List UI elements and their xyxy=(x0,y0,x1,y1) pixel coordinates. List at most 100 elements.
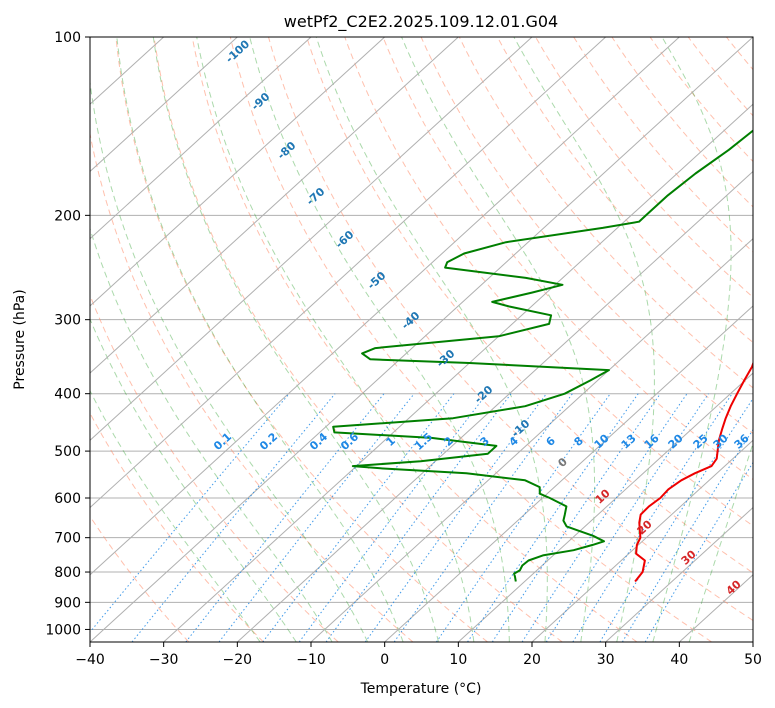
moist-adiabat xyxy=(90,227,333,642)
dry-adiabat xyxy=(153,37,563,642)
moist-adiabat xyxy=(152,37,439,642)
isotherms xyxy=(90,37,753,642)
mixing-ratio-line xyxy=(491,393,661,642)
isotherm-line xyxy=(90,37,753,642)
mixing-ratio-line xyxy=(644,461,753,642)
isotherm-line xyxy=(90,37,680,576)
y-tick-label: 1000 xyxy=(45,622,81,638)
moist-adiabat xyxy=(513,37,655,642)
x-tick-label: 0 xyxy=(380,652,389,668)
y-tick-label: 100 xyxy=(54,30,81,46)
mixing-ratio-line xyxy=(298,393,488,642)
moist-adiabat xyxy=(688,441,753,642)
mixing-ratio-label: 36 xyxy=(732,431,752,451)
isotherm-line xyxy=(310,237,753,642)
dry-adiabat xyxy=(90,412,264,642)
chart-title: wetPf2_C2E2.2025.109.12.01.G04 xyxy=(284,12,558,32)
isotherm-line xyxy=(457,372,753,642)
x-tick-label: 10 xyxy=(449,652,467,668)
plot-frame xyxy=(89,36,754,643)
y-tick-label: 400 xyxy=(54,387,81,403)
x-tick-label: 40 xyxy=(670,652,688,668)
mixing-ratio-label: 6 xyxy=(543,434,558,449)
dry-adiabat xyxy=(90,515,190,642)
mixing-ratio-label: 30 xyxy=(711,431,731,451)
mixing-ratio-line xyxy=(131,393,336,642)
x-axis-title: Temperature (°C) xyxy=(360,681,482,697)
x-tick-label: 50 xyxy=(744,652,762,668)
moist-adiabat xyxy=(90,317,297,642)
pressure-gridlines xyxy=(90,37,753,630)
dry-adiabat xyxy=(496,37,753,344)
moist-adiabat xyxy=(196,37,475,642)
moist-adiabat xyxy=(652,37,732,642)
moist-adiabat xyxy=(315,37,548,642)
isotherm-line xyxy=(531,439,753,642)
moist-adiabat xyxy=(249,37,510,642)
isotherm-line xyxy=(90,37,459,374)
x-axis-ticks: −40 −30 −20 −10 0 10 20 30 40 50 xyxy=(75,642,762,668)
mixing-ratio-line xyxy=(572,393,733,642)
dry-adiabat xyxy=(687,37,753,117)
y-axis-title: Pressure (hPa) xyxy=(12,289,28,389)
mixing-ratio-label: 1.5 xyxy=(412,430,435,453)
mixing-ratio-label: 8 xyxy=(571,434,585,449)
y-tick-label: 700 xyxy=(54,531,81,547)
isotherm-label: -20 xyxy=(472,383,496,406)
isotherm-line xyxy=(90,37,238,173)
mixing-ratio-line xyxy=(185,393,385,642)
isotherm-line xyxy=(90,37,312,240)
moist-adiabat xyxy=(90,78,369,642)
y-axis-ticks: 100 200 300 400 500 600 700 800 900 1000 xyxy=(45,30,90,638)
isotherm-label: -100 xyxy=(223,37,252,65)
y-tick-label: 800 xyxy=(54,565,81,581)
y-tick-label: 900 xyxy=(54,595,81,611)
isotherm-line xyxy=(605,506,753,642)
mixing-ratio-line xyxy=(364,393,547,642)
dry-adiabat xyxy=(765,37,775,642)
mixing-ratio-label: 10 xyxy=(592,431,612,451)
dry-adiabat xyxy=(726,37,753,71)
dry-adiabat xyxy=(306,37,753,574)
isotherm-label: -50 xyxy=(365,269,389,292)
mixing-ratio-label: 3 xyxy=(477,434,491,449)
isotherm-label: -40 xyxy=(399,309,423,332)
dewpoint-trace xyxy=(332,129,753,582)
mixing-ratio-line xyxy=(621,428,753,642)
dry-adiabat-label: 20 xyxy=(635,517,655,537)
mixing-ratio-label: 0.4 xyxy=(307,430,330,453)
dry-adiabat xyxy=(535,37,753,298)
dry-adiabat xyxy=(90,131,414,642)
isotherm-line xyxy=(752,641,753,642)
dry-adiabat-label: 30 xyxy=(679,547,699,567)
isotherm-label: -90 xyxy=(249,90,273,113)
dry-adiabat xyxy=(382,37,753,481)
x-tick-label: −30 xyxy=(149,652,179,668)
dry-adiabat xyxy=(115,37,488,642)
mixing-ratio-line xyxy=(218,393,415,642)
temperature-trace xyxy=(634,360,753,583)
mixing-ratio-line xyxy=(90,393,290,633)
mixing-ratio-line xyxy=(467,393,639,642)
mixing-ratio-label: 0.2 xyxy=(257,430,280,453)
x-tick-label: −10 xyxy=(296,652,326,668)
dry-adiabat xyxy=(268,37,753,622)
y-tick-label: 200 xyxy=(54,208,81,224)
mixing-ratio-label: 20 xyxy=(666,431,686,451)
isotherm-line xyxy=(90,37,607,509)
y-tick-label: 600 xyxy=(54,491,81,507)
x-tick-label: −20 xyxy=(223,652,253,668)
isotherm-line xyxy=(163,103,753,642)
x-tick-label: 20 xyxy=(523,652,541,668)
isotherm-label: -80 xyxy=(275,139,299,162)
isotherm-line xyxy=(90,37,533,442)
isotherm-line xyxy=(384,305,753,642)
mixing-ratio-label: 25 xyxy=(691,432,711,452)
mixing-ratio-line xyxy=(325,393,512,642)
mixing-ratio-line xyxy=(393,393,573,642)
dry-adiabat xyxy=(573,37,753,253)
isotherm-label: -30 xyxy=(434,347,458,370)
dry-adiabat-label: 40 xyxy=(724,577,744,597)
dry-adiabat xyxy=(649,37,753,163)
